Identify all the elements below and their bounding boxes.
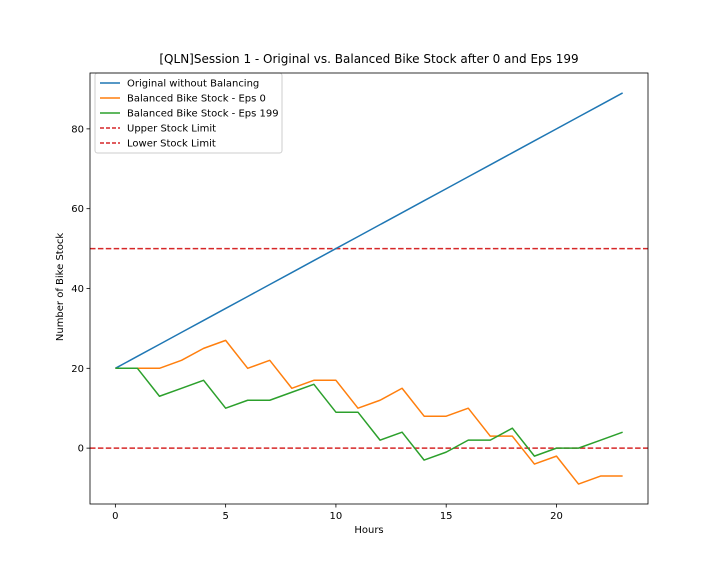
- x-tick-label: 0: [112, 511, 118, 522]
- x-tick-label: 15: [440, 511, 453, 522]
- y-tick-label: 40: [71, 284, 84, 295]
- x-tick-label: 10: [330, 511, 343, 522]
- y-axis-label: Number of Bike Stock: [55, 233, 66, 341]
- x-tick-label: 20: [550, 511, 563, 522]
- x-axis-ticks: 0 5 10 15 20: [112, 504, 563, 522]
- x-axis-label: Hours: [354, 525, 383, 536]
- plot-area: [90, 92, 648, 485]
- x-tick-label: 5: [222, 511, 228, 522]
- legend-label: Original without Balancing: [127, 79, 259, 90]
- series-line-3: [115, 367, 623, 461]
- y-tick-label: 80: [71, 124, 84, 135]
- series-line-2: [115, 339, 623, 485]
- legend: Original without Balancing Balanced Bike …: [94, 72, 283, 154]
- axes-frame: [89, 72, 649, 505]
- legend-label: Lower Stock Limit: [127, 139, 216, 150]
- y-tick-label: 20: [71, 364, 84, 375]
- legend-label: Balanced Bike Stock - Eps 0: [127, 94, 266, 105]
- legend-label: Upper Stock Limit: [127, 124, 216, 135]
- y-axis-ticks: 0 20 40 60 80: [71, 124, 90, 455]
- chart-title: [QLN]Session 1 - Original vs. Balanced B…: [159, 52, 578, 66]
- y-tick-label: 0: [78, 444, 84, 455]
- y-tick-label: 60: [71, 204, 84, 215]
- legend-label: Balanced Bike Stock - Eps 199: [127, 109, 279, 120]
- series-line-1: [115, 92, 623, 369]
